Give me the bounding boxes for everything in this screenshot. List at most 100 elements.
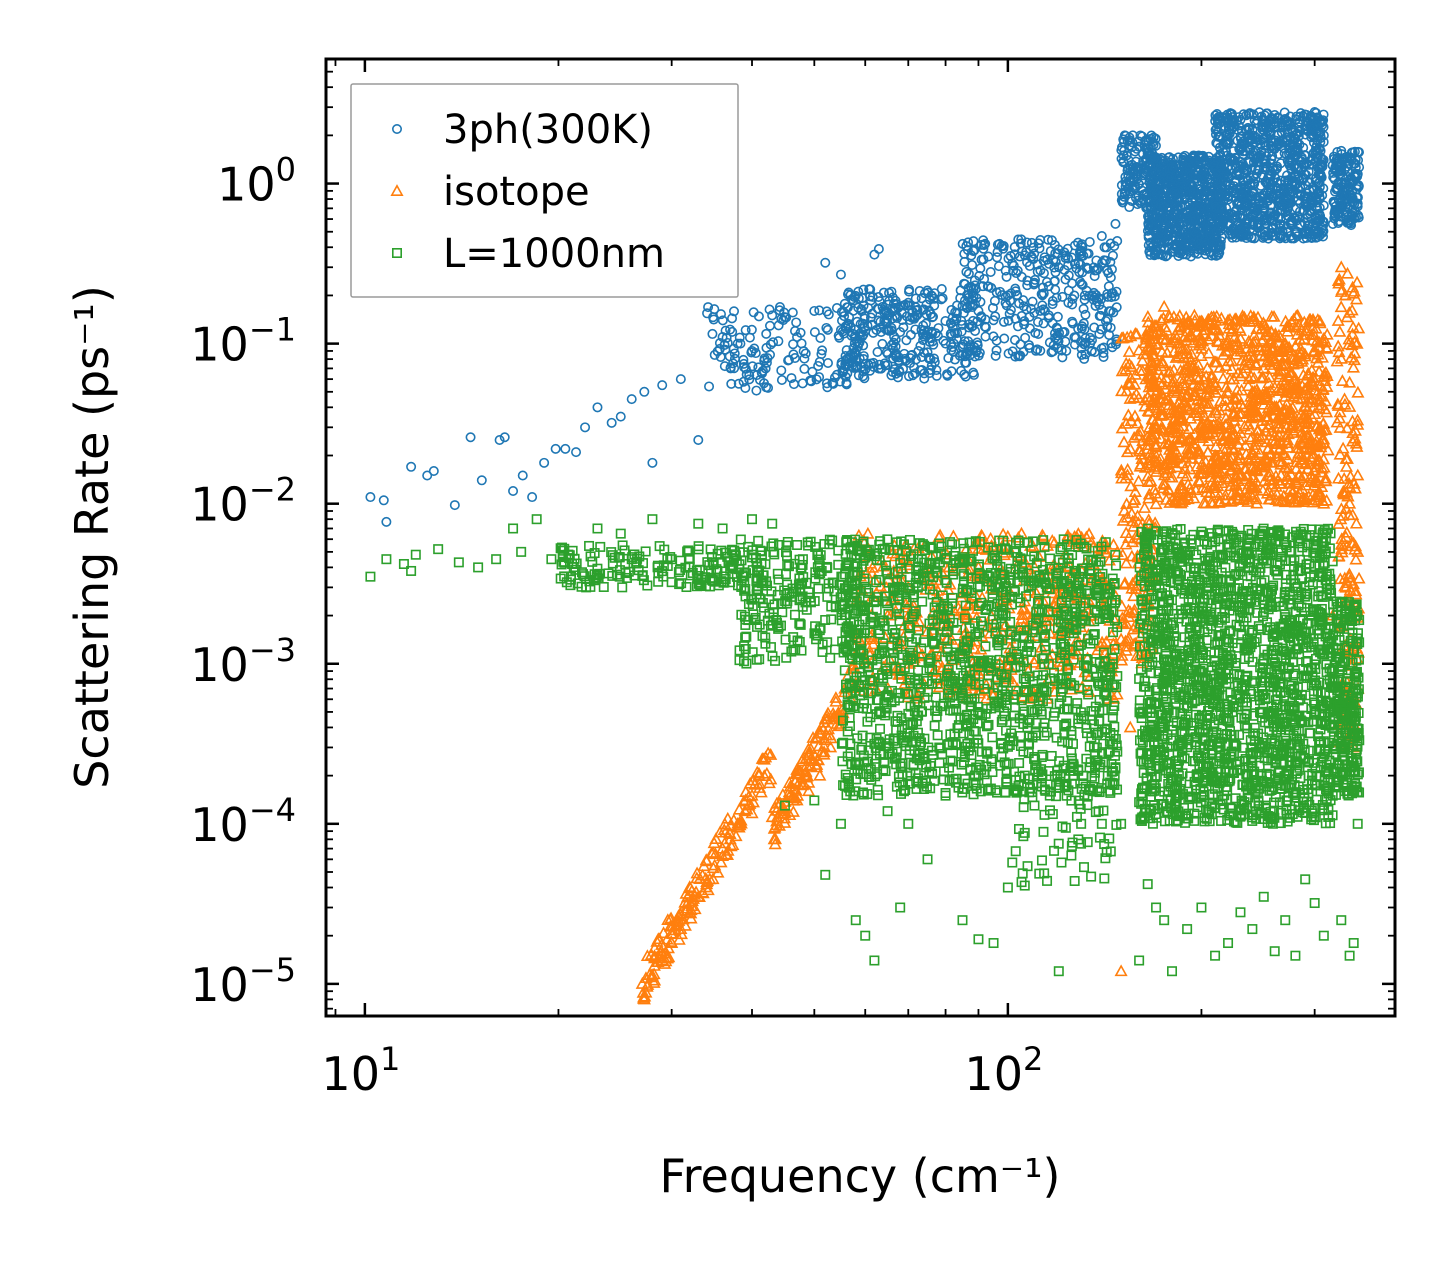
data-point bbox=[1035, 305, 1046, 316]
data-point bbox=[733, 378, 744, 389]
data-point bbox=[910, 302, 921, 313]
data-point bbox=[943, 353, 954, 364]
data-point bbox=[987, 302, 998, 313]
data-point bbox=[1076, 278, 1087, 289]
data-point bbox=[893, 352, 904, 363]
data-point bbox=[903, 286, 914, 297]
data-point bbox=[1096, 304, 1107, 315]
data-point bbox=[882, 348, 893, 359]
data-point bbox=[1111, 302, 1122, 313]
data-point bbox=[735, 338, 746, 349]
data-point bbox=[853, 293, 864, 304]
data-point bbox=[738, 362, 749, 373]
data-point bbox=[994, 238, 1005, 249]
data-point bbox=[891, 311, 902, 322]
data-point bbox=[956, 326, 967, 337]
data-point bbox=[1061, 345, 1072, 356]
data-point bbox=[1007, 258, 1018, 269]
data-point bbox=[1008, 265, 1019, 276]
data-point bbox=[1021, 237, 1032, 248]
data-point bbox=[1151, 201, 1162, 212]
data-point bbox=[845, 350, 856, 361]
data-point bbox=[974, 270, 985, 281]
data-point bbox=[767, 310, 778, 321]
data-point bbox=[1073, 237, 1084, 248]
data-point bbox=[850, 362, 861, 373]
data-point bbox=[800, 348, 811, 359]
data-point bbox=[949, 327, 960, 338]
data-point bbox=[704, 381, 715, 392]
data-point bbox=[726, 378, 737, 389]
data-point bbox=[1069, 290, 1080, 301]
data-point bbox=[727, 313, 738, 324]
data-point bbox=[828, 378, 839, 389]
data-point bbox=[1016, 234, 1027, 245]
data-point bbox=[791, 317, 802, 328]
data-point bbox=[1024, 311, 1035, 322]
data-point bbox=[1001, 271, 1012, 282]
data-point bbox=[1050, 256, 1061, 267]
data-point bbox=[967, 260, 978, 271]
data-point bbox=[734, 332, 745, 343]
data-point bbox=[1100, 315, 1111, 326]
data-point bbox=[1053, 244, 1064, 255]
data-point bbox=[979, 321, 990, 332]
data-point bbox=[919, 288, 930, 299]
data-point bbox=[1007, 346, 1018, 357]
data-point bbox=[1008, 260, 1019, 271]
data-point bbox=[1106, 264, 1117, 275]
data-point bbox=[882, 324, 893, 335]
data-point bbox=[983, 251, 994, 262]
data-point bbox=[963, 342, 974, 353]
data-point bbox=[811, 374, 822, 385]
data-point bbox=[1107, 288, 1118, 299]
data-point bbox=[1022, 257, 1033, 268]
data-point bbox=[946, 304, 957, 315]
data-point bbox=[1124, 202, 1135, 213]
data-point bbox=[991, 345, 1002, 356]
data-point bbox=[907, 370, 918, 381]
data-point bbox=[1120, 176, 1131, 187]
data-point bbox=[963, 268, 974, 279]
data-point bbox=[744, 374, 755, 385]
data-point bbox=[1132, 195, 1143, 206]
data-point bbox=[858, 366, 869, 377]
data-point bbox=[1078, 318, 1089, 329]
data-point bbox=[968, 246, 979, 257]
data-point bbox=[936, 294, 947, 305]
data-point bbox=[744, 332, 755, 343]
data-point bbox=[1019, 250, 1030, 261]
data-point bbox=[940, 315, 951, 326]
data-point bbox=[751, 370, 762, 381]
data-point bbox=[751, 385, 762, 396]
data-point bbox=[1094, 328, 1105, 339]
data-point bbox=[765, 349, 776, 360]
data-point bbox=[727, 326, 738, 337]
data-point bbox=[725, 324, 736, 335]
data-point bbox=[1047, 299, 1058, 310]
data-point bbox=[1034, 243, 1045, 254]
data-point bbox=[903, 371, 914, 382]
data-point bbox=[882, 317, 893, 328]
data-point bbox=[774, 302, 785, 313]
data-point bbox=[783, 355, 794, 366]
data-point bbox=[835, 376, 846, 387]
data-point bbox=[707, 328, 718, 339]
data-point bbox=[729, 348, 740, 359]
series-layer bbox=[365, 106, 1366, 1005]
data-point bbox=[910, 324, 921, 335]
data-point bbox=[991, 335, 1002, 346]
data-point bbox=[919, 373, 930, 384]
data-point bbox=[1080, 349, 1091, 360]
data-point bbox=[1063, 285, 1074, 296]
data-point bbox=[909, 313, 920, 324]
data-point bbox=[822, 357, 833, 368]
data-point bbox=[886, 286, 897, 297]
data-point bbox=[1038, 318, 1049, 329]
data-point bbox=[1063, 297, 1074, 308]
data-point bbox=[868, 361, 879, 372]
data-point bbox=[1127, 184, 1138, 195]
data-point bbox=[813, 360, 824, 371]
data-point bbox=[816, 349, 827, 360]
data-point bbox=[1126, 196, 1137, 207]
